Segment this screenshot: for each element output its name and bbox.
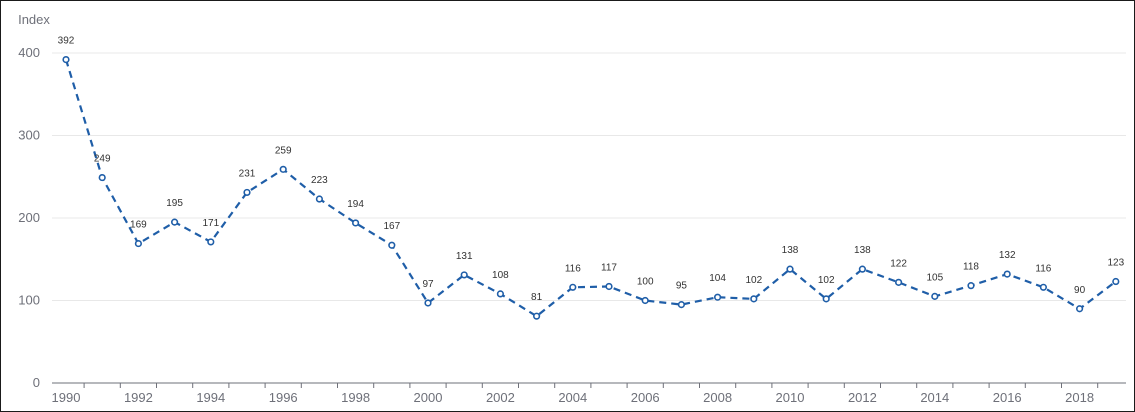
data-label: 81 <box>531 292 543 303</box>
series-line <box>64 59 1117 318</box>
data-point <box>352 219 360 227</box>
data-point <box>424 299 432 307</box>
y-axis-ticks: 0 100 200 300 400 <box>18 45 40 390</box>
data-point <box>98 173 106 182</box>
data-label: 171 <box>202 218 219 229</box>
data-label: 108 <box>492 270 509 281</box>
data-label: 169 <box>130 220 147 231</box>
data-labels: 392 249 169 195 171 231 259 223 194 167 97 131 108 81… <box>58 36 1125 304</box>
x-tick-label: 2004 <box>558 390 587 405</box>
data-point <box>62 55 70 64</box>
data-point <box>1003 270 1011 278</box>
x-tick-label: 1990 <box>52 390 81 405</box>
gridlines <box>52 52 1126 301</box>
data-label: 194 <box>347 199 364 210</box>
data-point <box>207 238 215 246</box>
data-label: 116 <box>1035 263 1051 274</box>
data-point <box>750 295 758 303</box>
data-point <box>532 312 541 320</box>
data-point <box>460 271 468 279</box>
data-points <box>62 55 1120 320</box>
x-tick-label: 1998 <box>341 390 370 405</box>
data-label: 95 <box>676 281 688 292</box>
data-point <box>1112 277 1120 286</box>
x-tick-label: 2008 <box>703 390 732 405</box>
x-tick-label: 2014 <box>920 390 949 405</box>
data-point <box>786 265 794 273</box>
data-label: 392 <box>58 36 75 47</box>
data-label: 195 <box>166 198 183 209</box>
data-point <box>677 301 686 309</box>
data-point <box>713 293 722 301</box>
data-label: 131 <box>456 251 473 262</box>
data-point <box>134 239 142 248</box>
data-point <box>171 218 179 226</box>
data-label: 138 <box>782 245 799 256</box>
data-label: 90 <box>1074 285 1086 296</box>
data-label: 97 <box>422 279 434 290</box>
x-tick-label: 2006 <box>631 390 660 405</box>
x-tick-label: 1996 <box>269 390 298 405</box>
data-point <box>315 195 324 203</box>
y-tick-label: 300 <box>18 128 40 143</box>
y-tick-label: 100 <box>18 293 40 308</box>
data-label: 116 <box>565 263 581 274</box>
x-tick-label: 2002 <box>486 390 515 405</box>
data-label: 231 <box>239 168 256 179</box>
data-label: 138 <box>854 245 871 256</box>
data-label: 167 <box>383 221 400 232</box>
data-label: 223 <box>311 175 328 186</box>
y-tick-label: 0 <box>33 375 40 390</box>
x-tick-label: 2012 <box>848 390 877 405</box>
x-tick-label: 2016 <box>993 390 1022 405</box>
data-point <box>279 165 287 173</box>
x-tick-label: 2010 <box>776 390 805 405</box>
x-axis: 1990 1992 1994 1996 1998 2000 2002 2004 2006 2008… <box>52 382 1126 405</box>
x-tick-label: 1992 <box>124 390 153 405</box>
data-label: 118 <box>963 262 979 273</box>
data-point <box>496 290 505 298</box>
x-tick-label: 1994 <box>196 390 225 405</box>
data-point <box>858 265 867 273</box>
data-point <box>894 278 903 286</box>
data-point <box>569 283 577 291</box>
data-label: 102 <box>818 275 835 286</box>
data-label: 117 <box>601 262 617 273</box>
data-point <box>822 295 830 303</box>
data-label: 132 <box>999 250 1016 261</box>
y-tick-label: 400 <box>18 45 40 60</box>
data-point <box>1039 283 1047 291</box>
x-tick-label: 2000 <box>414 390 443 405</box>
data-label: 123 <box>1107 258 1124 269</box>
data-point <box>641 296 649 305</box>
data-label: 259 <box>275 145 292 156</box>
data-label: 100 <box>637 277 654 288</box>
data-point <box>605 282 613 291</box>
data-label: 104 <box>709 273 726 284</box>
x-tick-label: 2018 <box>1065 390 1094 405</box>
data-label: 105 <box>926 272 943 283</box>
data-point <box>388 241 396 249</box>
data-label: 249 <box>94 154 111 165</box>
data-label: 122 <box>890 258 907 269</box>
data-point <box>967 282 975 290</box>
data-point <box>1075 305 1084 313</box>
y-tick-label: 200 <box>18 210 40 225</box>
data-label: 102 <box>745 275 762 286</box>
data-point <box>931 292 939 300</box>
y-axis-title: Index <box>18 12 50 27</box>
data-point <box>243 188 251 197</box>
